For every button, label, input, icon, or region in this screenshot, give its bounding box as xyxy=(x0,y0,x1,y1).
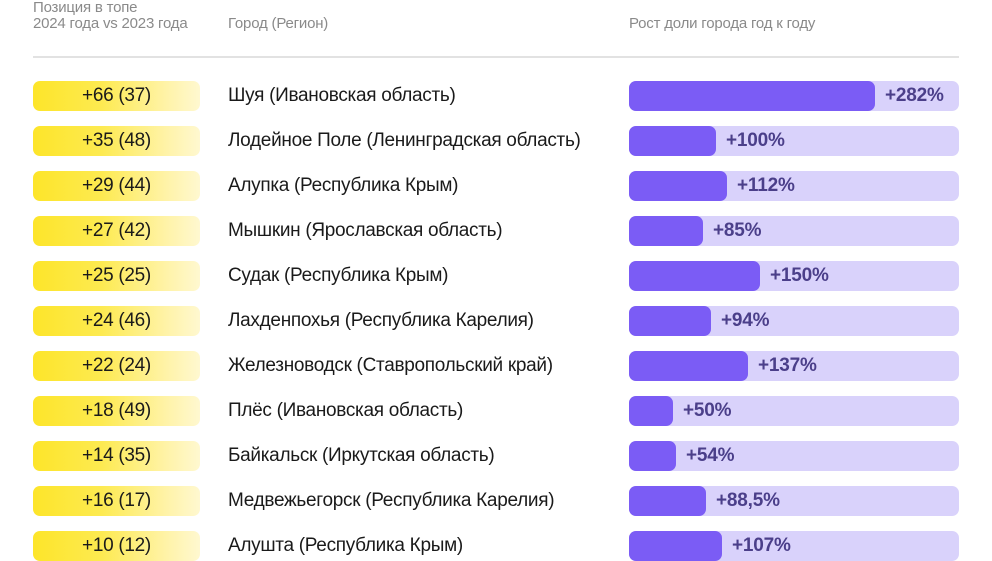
position-change-badge: +25 (25) xyxy=(33,261,200,291)
position-column-header: Позиция в топе 2024 года vs 2023 года xyxy=(33,0,188,32)
city-name: Медвежьегорск (Республика Карелия) xyxy=(228,490,555,511)
growth-percent-label: +107% xyxy=(732,535,791,556)
table-row: +14 (35) Байкальск (Иркутская область) +54… xyxy=(0,441,992,471)
growth-bar-fill xyxy=(629,531,722,561)
growth-percent-label: +50% xyxy=(683,400,732,421)
growth-percent-label: +85% xyxy=(713,220,762,241)
city-name: Лахденпохья (Республика Карелия) xyxy=(228,310,534,331)
growth-bar-fill xyxy=(629,261,760,291)
position-change-badge: +14 (35) xyxy=(33,441,200,471)
position-change-badge: +24 (46) xyxy=(33,306,200,336)
growth-percent-label: +282% xyxy=(885,85,944,106)
growth-percent-label: +88,5% xyxy=(716,490,780,511)
growth-percent-label: +100% xyxy=(726,130,785,151)
table-row: +25 (25) Судак (Республика Крым) +150% xyxy=(0,261,992,291)
growth-bar-fill xyxy=(629,351,748,381)
growth-bar-track: +85% xyxy=(629,216,959,246)
header-divider xyxy=(33,56,959,58)
growth-bar-track: +94% xyxy=(629,306,959,336)
position-header-line1: Позиция в топе xyxy=(33,0,138,16)
table-row: +35 (48) Лодейное Поле (Ленинградская обл… xyxy=(0,126,992,156)
growth-bar-fill xyxy=(629,306,711,336)
city-name: Байкальск (Иркутская область) xyxy=(228,445,495,466)
growth-percent-label: +94% xyxy=(721,310,770,331)
growth-bar-track: +282% xyxy=(629,81,959,111)
growth-bar-track: +54% xyxy=(629,441,959,471)
position-change-badge: +35 (48) xyxy=(33,126,200,156)
table-row: +29 (44) Алупка (Республика Крым) +112% xyxy=(0,171,992,201)
city-name: Алупка (Республика Крым) xyxy=(228,175,459,196)
position-change-badge: +29 (44) xyxy=(33,171,200,201)
growth-bar-fill xyxy=(629,81,875,111)
city-column-header: Город (Регион) xyxy=(228,15,329,32)
city-name: Лодейное Поле (Ленинградская область) xyxy=(228,130,581,151)
city-name: Плёс (Ивановская область) xyxy=(228,400,464,421)
table-row: +66 (37) Шуя (Ивановская область) +282% xyxy=(0,81,992,111)
growth-bar-track: +150% xyxy=(629,261,959,291)
table-row: +10 (12) Алушта (Республика Крым) +107% xyxy=(0,531,992,561)
growth-bar-track: +107% xyxy=(629,531,959,561)
growth-percent-label: +112% xyxy=(737,175,795,196)
city-name: Мышкин (Ярославская область) xyxy=(228,220,503,241)
growth-bar-fill xyxy=(629,126,716,156)
growth-bar-fill xyxy=(629,486,706,516)
city-name: Железноводск (Ставропольский край) xyxy=(228,355,553,376)
table-row: +24 (46) Лахденпохья (Республика Карелия)… xyxy=(0,306,992,336)
growth-bar-track: +50% xyxy=(629,396,959,426)
position-change-badge: +10 (12) xyxy=(33,531,200,561)
growth-percent-label: +150% xyxy=(770,265,829,286)
growth-percent-label: +137% xyxy=(758,355,817,376)
city-name: Судак (Республика Крым) xyxy=(228,265,449,286)
city-name: Шуя (Ивановская область) xyxy=(228,85,456,106)
table-row: +18 (49) Плёс (Ивановская область) +50% xyxy=(0,396,992,426)
growth-percent-label: +54% xyxy=(686,445,735,466)
table-row: +22 (24) Железноводск (Ставропольский кра… xyxy=(0,351,992,381)
growth-bar-track: +112% xyxy=(629,171,959,201)
growth-bar-fill xyxy=(629,441,676,471)
position-change-badge: +22 (24) xyxy=(33,351,200,381)
position-change-badge: +18 (49) xyxy=(33,396,200,426)
growth-bar-fill xyxy=(629,216,703,246)
table-row: +16 (17) Медвежьегорск (Республика Карели… xyxy=(0,486,992,516)
position-change-badge: +66 (37) xyxy=(33,81,200,111)
city-name: Алушта (Республика Крым) xyxy=(228,535,463,556)
position-change-badge: +16 (17) xyxy=(33,486,200,516)
growth-column-header: Рост доли города год к году xyxy=(629,15,816,32)
position-header-line2: 2024 года vs 2023 года xyxy=(33,15,188,32)
position-change-badge: +27 (42) xyxy=(33,216,200,246)
growth-bar-track: +100% xyxy=(629,126,959,156)
growth-bar-fill xyxy=(629,396,673,426)
growth-bar-track: +137% xyxy=(629,351,959,381)
growth-bar-fill xyxy=(629,171,727,201)
growth-bar-track: +88,5% xyxy=(629,486,959,516)
table-row: +27 (42) Мышкин (Ярославская область) +85% xyxy=(0,216,992,246)
